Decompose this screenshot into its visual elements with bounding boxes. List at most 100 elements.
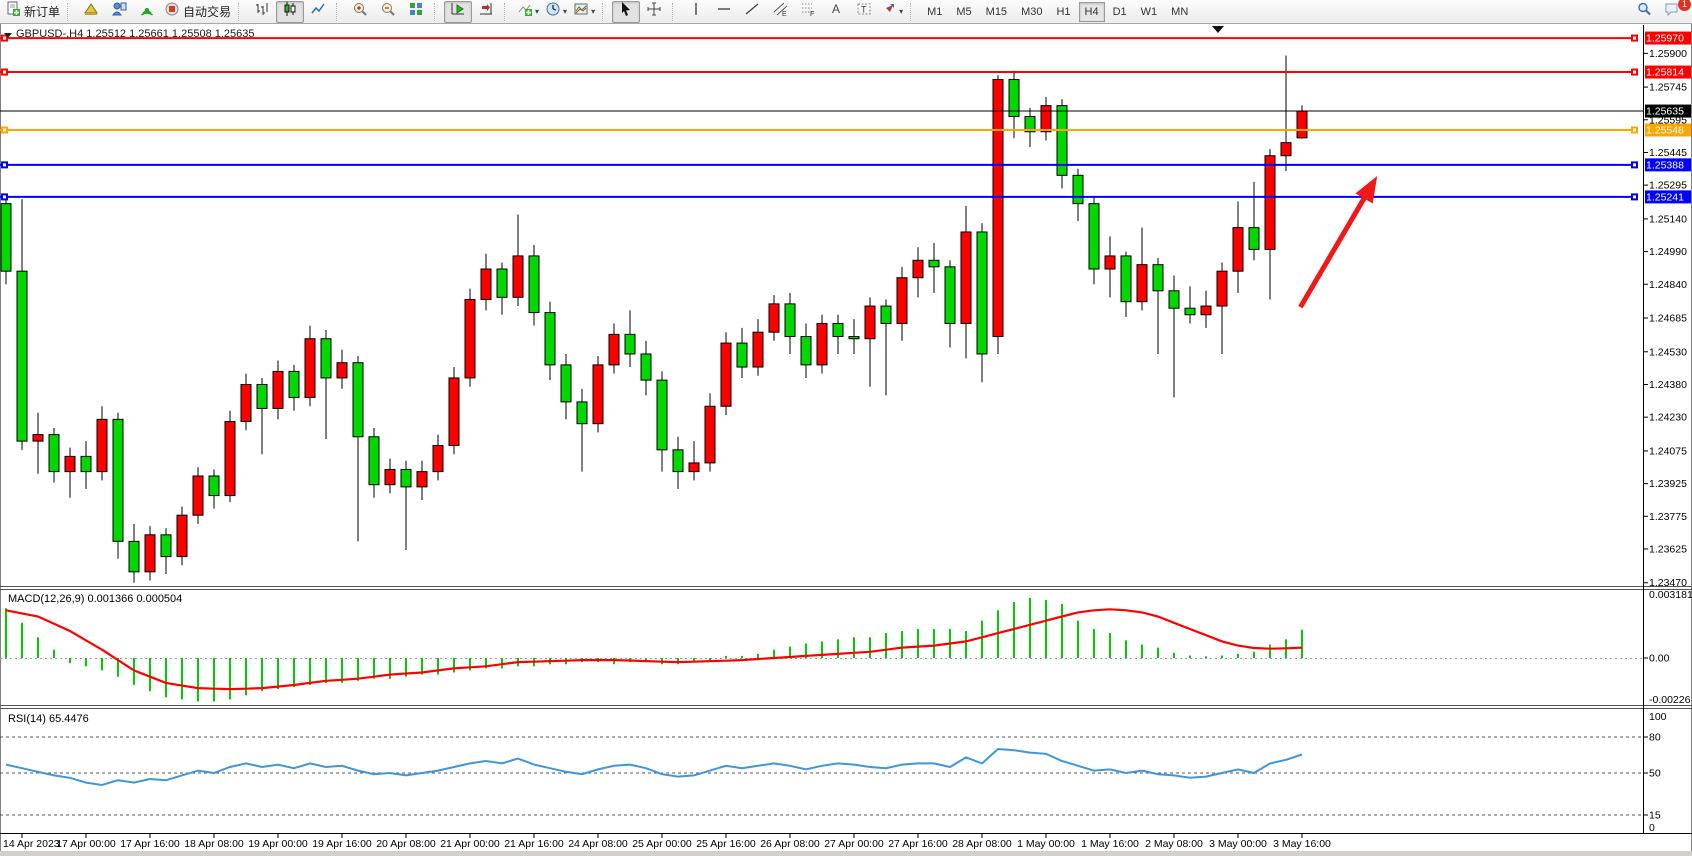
candle xyxy=(928,242,940,293)
candle xyxy=(1232,201,1244,293)
time-tick-label: 28 Apr 08:00 xyxy=(952,838,1012,850)
toolbar-separator xyxy=(504,2,510,21)
price-tick-label: 1.23925 xyxy=(1649,478,1687,490)
candle xyxy=(1040,96,1052,141)
timeframe-m1[interactable]: M1 xyxy=(927,5,943,18)
crosshair-icon xyxy=(646,1,662,22)
trendline-button[interactable] xyxy=(738,1,766,23)
candle xyxy=(528,245,540,326)
candle xyxy=(1088,197,1100,285)
hline-button[interactable] xyxy=(710,1,738,23)
toolbar-separator xyxy=(336,2,342,21)
hline-handle-center xyxy=(1633,195,1636,199)
new-order-button[interactable]: 新订单 xyxy=(2,1,63,23)
price-tick-label: 1.24230 xyxy=(1649,412,1687,424)
candle xyxy=(432,434,444,481)
text-label-button[interactable]: T xyxy=(850,1,878,23)
candle xyxy=(640,340,652,396)
arrow-annotation[interactable] xyxy=(1298,186,1373,309)
timeframe-m5[interactable]: M5 xyxy=(956,5,972,18)
timeframe-h1[interactable]: H1 xyxy=(1056,5,1071,18)
candle xyxy=(896,266,908,341)
toolbar-group-4 xyxy=(442,0,502,23)
hline-price-flag xyxy=(1645,65,1691,79)
candle xyxy=(336,349,348,389)
title-marker-icon xyxy=(4,33,12,38)
line-chart-icon xyxy=(310,1,326,22)
chevron-down-icon[interactable]: ▾ xyxy=(899,7,904,16)
bar-chart-button[interactable] xyxy=(248,1,276,23)
candle xyxy=(240,373,252,431)
price-tick-label: 1.23775 xyxy=(1649,511,1687,523)
timeframe-m15[interactable]: M15 xyxy=(985,5,1008,18)
candle xyxy=(128,523,140,583)
auto-scroll-button[interactable] xyxy=(444,0,473,23)
timeframe-d1[interactable]: D1 xyxy=(1112,5,1127,18)
time-tick-label: 17 Apr 00:00 xyxy=(56,838,116,850)
crosshair-button[interactable] xyxy=(640,1,668,23)
candle xyxy=(96,406,108,481)
terminal-icon xyxy=(139,1,155,22)
toolbar-separator xyxy=(910,2,916,21)
chart-title: GBPUSD-,H4 1.25512 1.25661 1.25508 1.256… xyxy=(16,28,255,40)
arrow-annotation-head[interactable] xyxy=(1355,175,1378,204)
text-button[interactable]: A xyxy=(822,1,850,23)
candle xyxy=(656,371,668,472)
macd-tick-label: 0.00 xyxy=(1649,653,1670,665)
chevron-down-icon[interactable]: ▾ xyxy=(563,7,568,16)
cursor-button[interactable] xyxy=(612,0,641,23)
tile-windows-icon xyxy=(408,1,424,22)
zoom-out-button[interactable] xyxy=(374,1,402,23)
indicators-button[interactable]: ▾ xyxy=(514,1,542,23)
periods-button[interactable]: ▾ xyxy=(542,1,570,23)
hline-handle-center xyxy=(3,163,6,167)
svg-text:E: E xyxy=(782,11,787,17)
auto-trading-button[interactable]: 自动交易 xyxy=(161,1,234,23)
chart-shift-button[interactable] xyxy=(472,1,500,23)
candle xyxy=(1200,290,1212,328)
zoom-in-button[interactable] xyxy=(346,1,374,23)
line-chart-button[interactable] xyxy=(304,1,332,23)
time-tick-label: 25 Apr 16:00 xyxy=(696,838,756,850)
time-tick-label: 20 Apr 08:00 xyxy=(376,838,436,850)
search-button[interactable] xyxy=(1630,1,1658,23)
timeframe-mn[interactable]: MN xyxy=(1171,5,1189,18)
tile-windows-button[interactable] xyxy=(402,1,430,23)
vline-button[interactable] xyxy=(682,1,710,23)
hline-price-label: 1.25814 xyxy=(1646,67,1684,79)
rsi-line xyxy=(5,747,1303,787)
candle xyxy=(784,292,796,354)
candle xyxy=(864,297,876,387)
candle-chart-button[interactable] xyxy=(276,0,305,23)
button-label: 自动交易 xyxy=(183,5,232,19)
timeframe-m30[interactable]: M30 xyxy=(1021,5,1043,18)
chart-shift-marker[interactable] xyxy=(1212,26,1224,33)
candle xyxy=(480,253,492,311)
rsi-tick-label: 50 xyxy=(1649,768,1661,780)
toolbar: 新订单 自动交易 ▾ ▾ ▾ E F A T ▾ M1 M5 M15 M30 H1 H4 D1 W1 MN 1 xyxy=(0,0,1692,24)
candle xyxy=(768,295,780,341)
chevron-down-icon[interactable]: ▾ xyxy=(591,7,596,16)
timeframe-w1[interactable]: W1 xyxy=(1140,5,1158,18)
candle xyxy=(368,428,380,498)
fibo-button[interactable]: F xyxy=(794,1,822,23)
terminal-button[interactable] xyxy=(133,1,161,23)
templates-button[interactable]: ▾ xyxy=(570,1,598,23)
time-tick-label: 21 Apr 16:00 xyxy=(504,838,564,850)
candle xyxy=(1072,168,1084,222)
time-tick-label: 17 Apr 16:00 xyxy=(120,838,180,850)
market-watch-button[interactable] xyxy=(77,1,105,23)
candle xyxy=(1264,149,1276,300)
navigator-button[interactable] xyxy=(105,1,133,23)
candle xyxy=(1216,262,1228,354)
arrows-button[interactable]: ▾ xyxy=(878,1,906,23)
chat-button[interactable]: 1 xyxy=(1658,0,1691,23)
timeframe-h4[interactable]: H4 xyxy=(1078,1,1105,22)
button-label: 新订单 xyxy=(24,5,61,19)
hline-handle-center xyxy=(3,128,6,132)
candle xyxy=(544,301,556,381)
candle xyxy=(496,262,508,315)
chevron-down-icon[interactable]: ▾ xyxy=(535,7,540,16)
channel-button[interactable]: E xyxy=(766,1,794,23)
candle xyxy=(1008,70,1020,139)
